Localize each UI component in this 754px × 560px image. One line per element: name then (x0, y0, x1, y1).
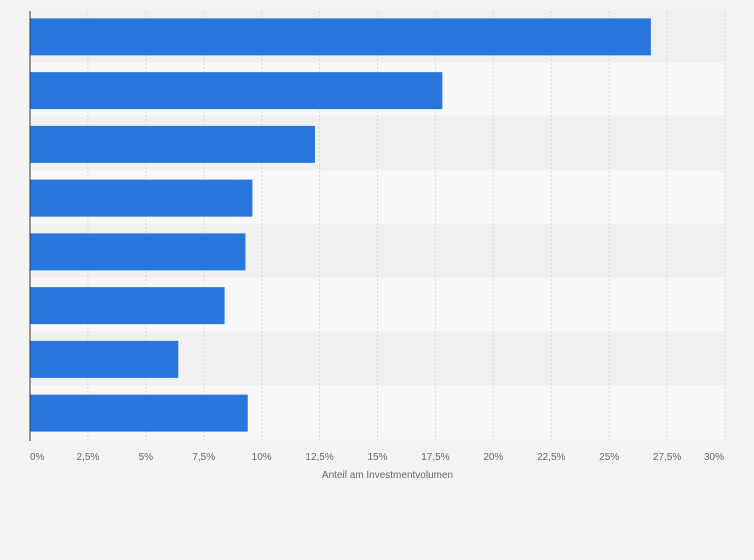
x-tick-label: 17,5% (421, 452, 449, 463)
bar[interactable] (30, 125, 315, 163)
bar[interactable] (30, 394, 248, 432)
x-tick-label: 25% (599, 452, 619, 463)
x-tick-label: 10% (252, 452, 272, 463)
x-tick-label: 15% (367, 452, 387, 463)
x-tick-label: 30% (704, 452, 724, 463)
x-tick-label: 27,5% (653, 452, 681, 463)
x-tick-label: 12,5% (305, 452, 333, 463)
bar[interactable] (30, 340, 179, 378)
bar[interactable] (30, 18, 651, 56)
bar[interactable] (30, 287, 225, 325)
bar[interactable] (30, 72, 443, 110)
x-tick-label: 5% (139, 452, 154, 463)
x-axis-ticks: 0% 2,5% 5% 7,5% 10% 12,5% 15% 17,5% 20% 22,5% 25% 2… (30, 452, 724, 463)
x-tick-label: 0% (30, 452, 45, 463)
bar[interactable] (30, 233, 246, 271)
x-axis-title: Anteil am Investmentvolumen (322, 470, 453, 481)
x-tick-label: 20% (483, 452, 503, 463)
x-tick-label: 7,5% (192, 452, 215, 463)
x-tick-label: 2,5% (77, 452, 100, 463)
bars (30, 18, 651, 432)
bar[interactable] (30, 179, 253, 217)
x-tick-label: 22,5% (537, 452, 565, 463)
